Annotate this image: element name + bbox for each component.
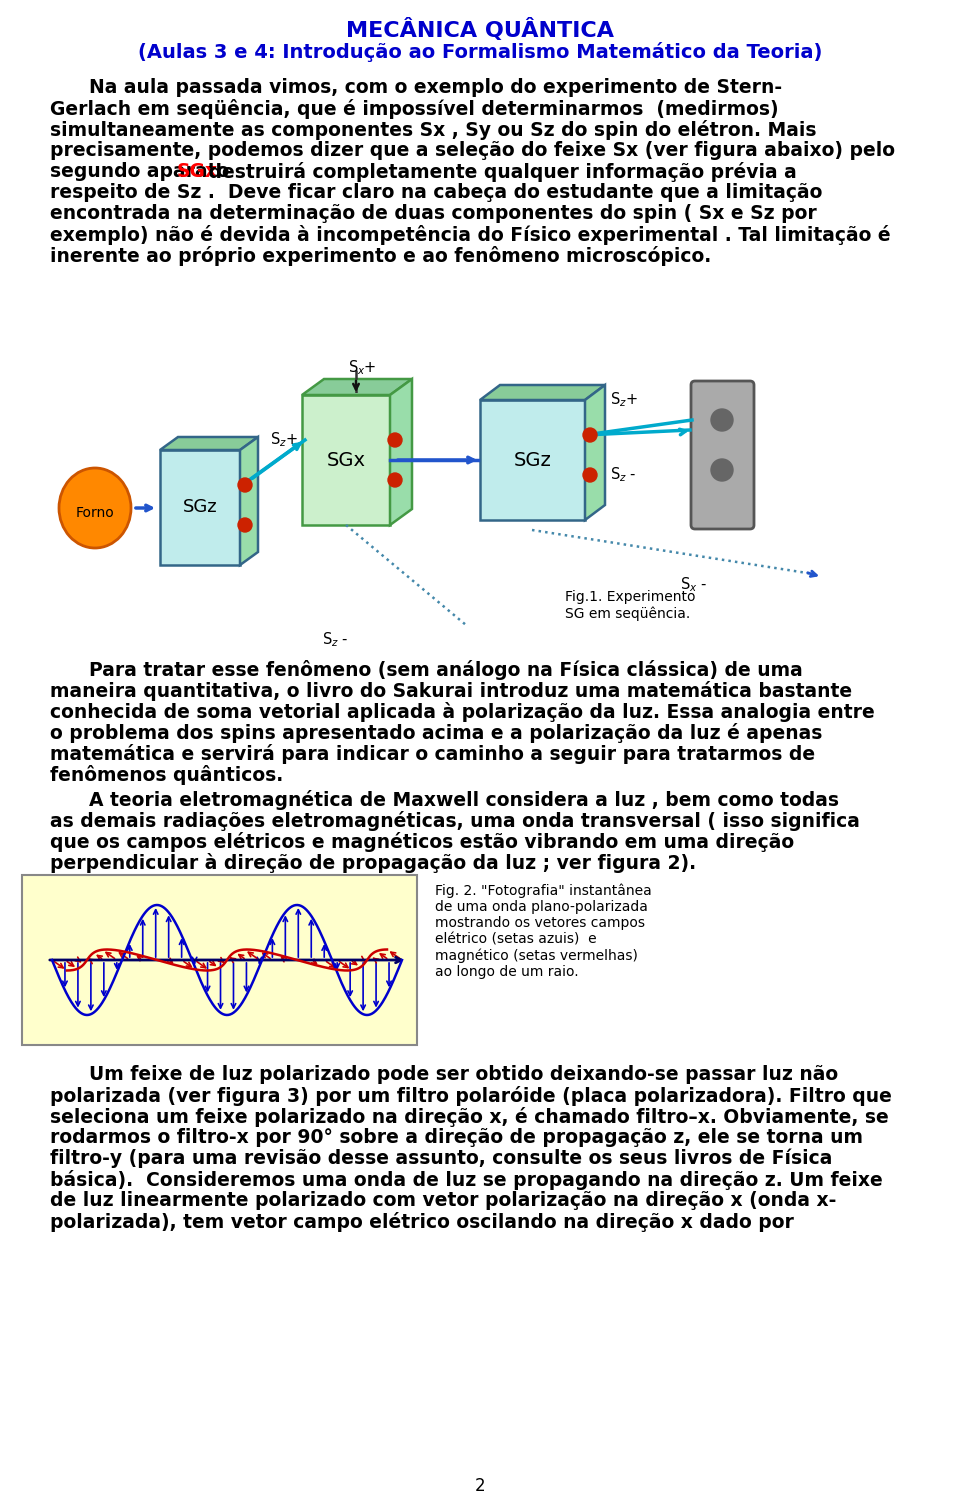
Text: S$_z$+: S$_z$+ (610, 390, 637, 409)
Text: rodarmos o filtro-x por 90° sobre a direção de propagação z, ele se torna um: rodarmos o filtro-x por 90° sobre a dire… (50, 1128, 863, 1148)
Circle shape (388, 433, 402, 447)
Text: S$_z$ -: S$_z$ - (610, 465, 636, 483)
Polygon shape (585, 385, 605, 519)
Text: Gerlach em seqüência, que é impossível determinarmos  (medirmos): Gerlach em seqüência, que é impossível d… (50, 100, 779, 119)
Circle shape (711, 459, 733, 482)
Polygon shape (240, 436, 258, 565)
Polygon shape (480, 400, 585, 519)
Text: SGx: SGx (326, 450, 366, 470)
Text: 2: 2 (474, 1477, 486, 1495)
Text: Fig. 2. "Fotografia" instantânea
de uma onda plano-polarizada
mostrando os vetor: Fig. 2. "Fotografia" instantânea de uma … (435, 883, 652, 978)
Text: respeito de Sz .  Deve ficar claro na cabeça do estudante que a limitação: respeito de Sz . Deve ficar claro na cab… (50, 183, 823, 202)
Circle shape (238, 479, 252, 492)
Text: polarizada), tem vetor campo elétrico oscilando na direção x dado por: polarizada), tem vetor campo elétrico os… (50, 1213, 794, 1232)
Text: SGz: SGz (182, 498, 217, 516)
Text: polarizada (ver figura 3) por um filtro polaróide (placa polarizadora). Filtro q: polarizada (ver figura 3) por um filtro … (50, 1086, 892, 1105)
Circle shape (583, 427, 597, 442)
Text: S$_x$ -: S$_x$ - (680, 575, 708, 593)
Text: inerente ao próprio experimento e ao fenômeno microscópico.: inerente ao próprio experimento e ao fen… (50, 246, 711, 266)
Text: exemplo) não é devida à incompetência do Físico experimental . Tal limitação é: exemplo) não é devida à incompetência do… (50, 225, 891, 245)
Text: SGz: SGz (514, 450, 551, 470)
Circle shape (583, 468, 597, 482)
Text: perpendicular à direção de propagação da luz ; ver figura 2).: perpendicular à direção de propagação da… (50, 853, 696, 873)
Text: maneira quantitativa, o livro do Sakurai introduz uma matemática bastante: maneira quantitativa, o livro do Sakurai… (50, 681, 852, 701)
Text: segundo aparato: segundo aparato (50, 162, 236, 181)
Circle shape (711, 409, 733, 430)
Text: o problema dos spins apresentado acima e a polarização da luz é apenas: o problema dos spins apresentado acima e… (50, 723, 823, 743)
Text: seleciona um feixe polarizado na direção x, é chamado filtro–x. Obviamente, se: seleciona um feixe polarizado na direção… (50, 1107, 889, 1126)
Text: S$_z$+: S$_z$+ (270, 430, 298, 448)
Text: Forno: Forno (76, 506, 114, 519)
Text: destruirá completamente qualquer informação prévia a: destruirá completamente qualquer informa… (202, 162, 797, 183)
Text: conhecida de soma vetorial aplicada à polarização da luz. Essa analogia entre: conhecida de soma vetorial aplicada à po… (50, 702, 875, 722)
Text: matemática e servirá para indicar o caminho a seguir para tratarmos de: matemática e servirá para indicar o cami… (50, 744, 815, 764)
Text: SGx: SGx (177, 162, 217, 181)
Polygon shape (390, 379, 412, 525)
Text: precisamente, podemos dizer que a seleção do feixe Sx (ver figura abaixo) pelo: precisamente, podemos dizer que a seleçã… (50, 140, 895, 160)
Polygon shape (160, 450, 240, 565)
Text: filtro-y (para uma revisão desse assunto, consulte os seus livros de Física: filtro-y (para uma revisão desse assunto… (50, 1149, 832, 1169)
Polygon shape (302, 379, 412, 396)
Text: que os campos elétricos e magnéticos estão vibrando em uma direção: que os campos elétricos e magnéticos est… (50, 832, 794, 852)
Text: S$_z$ -: S$_z$ - (322, 630, 348, 649)
Polygon shape (480, 385, 605, 400)
FancyBboxPatch shape (691, 381, 754, 528)
Text: Para tratar esse fenômeno (sem análogo na Física clássica) de uma: Para tratar esse fenômeno (sem análogo n… (50, 660, 803, 680)
Polygon shape (160, 436, 258, 450)
Ellipse shape (59, 468, 131, 548)
Text: Um feixe de luz polarizado pode ser obtido deixando-se passar luz não: Um feixe de luz polarizado pode ser obti… (50, 1065, 838, 1084)
Text: fenômenos quânticos.: fenômenos quânticos. (50, 766, 283, 785)
FancyBboxPatch shape (22, 874, 417, 1045)
Text: encontrada na determinação de duas componentes do spin ( Sx e Sz por: encontrada na determinação de duas compo… (50, 204, 817, 223)
Text: S$_x$+: S$_x$+ (348, 358, 376, 376)
Text: as demais radiações eletromagnéticas, uma onda transversal ( isso significa: as demais radiações eletromagnéticas, um… (50, 811, 860, 830)
Text: de luz linearmente polarizado com vetor polarização na direção x (onda x-: de luz linearmente polarizado com vetor … (50, 1191, 836, 1210)
Text: A teoria eletromagnética de Maxwell considera a luz , bem como todas: A teoria eletromagnética de Maxwell cons… (50, 790, 839, 809)
Circle shape (238, 518, 252, 532)
Text: simultaneamente as componentes Sx , Sy ou Sz do spin do elétron. Mais: simultaneamente as componentes Sx , Sy o… (50, 119, 817, 140)
Text: básica).  Consideremos uma onda de luz se propagando na direção z. Um feixe: básica). Consideremos uma onda de luz se… (50, 1170, 883, 1190)
Text: (Aulas 3 e 4: Introdução ao Formalismo Matemático da Teoria): (Aulas 3 e 4: Introdução ao Formalismo M… (138, 42, 822, 62)
Circle shape (388, 473, 402, 488)
Text: Na aula passada vimos, com o exemplo do experimento de Stern-: Na aula passada vimos, com o exemplo do … (50, 79, 782, 97)
Text: MECÂNICA QUÂNTICA: MECÂNICA QUÂNTICA (346, 18, 614, 41)
Polygon shape (302, 396, 390, 525)
Text: Fig.1. Experimento
SG em seqüência.: Fig.1. Experimento SG em seqüência. (565, 590, 695, 621)
